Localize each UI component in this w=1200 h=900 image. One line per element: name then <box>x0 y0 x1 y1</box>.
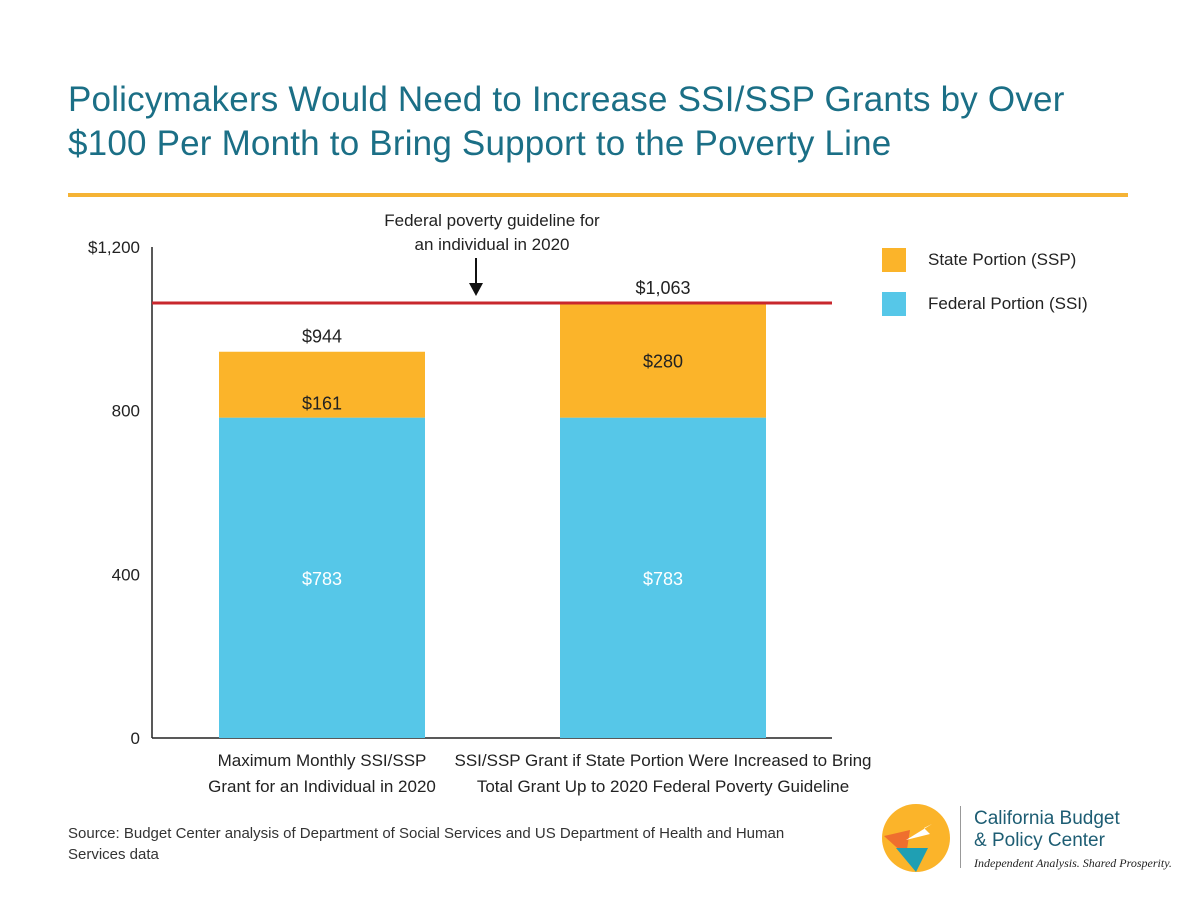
logo-tagline: Independent Analysis. Shared Prosperity. <box>974 856 1172 870</box>
logo-name-line-2: & Policy Center <box>974 830 1105 851</box>
logo-mark-icon <box>882 804 950 872</box>
legend-label-state: State Portion (SSP) <box>928 250 1077 269</box>
chart-title-line-1: Policymakers Would Need to Increase SSI/… <box>68 80 1065 119</box>
organization-logo: California Budget & Policy Center Indepe… <box>876 800 1176 880</box>
bar-total-label: $1,063 <box>635 278 690 298</box>
bar-value-label-state: $161 <box>302 394 342 414</box>
legend-swatch-state <box>882 248 906 272</box>
bar-segment-federal <box>219 417 425 738</box>
bar-value-label-state: $280 <box>643 351 683 371</box>
legend: State Portion (SSP) Federal Portion (SSI… <box>882 238 1088 326</box>
legend-item-state: State Portion (SSP) <box>882 238 1088 282</box>
bar-segment-state <box>560 303 766 418</box>
source-note: Source: Budget Center analysis of Depart… <box>68 825 785 863</box>
poverty-line-annotation: an individual in 2020 <box>414 235 569 254</box>
bar-value-label-federal: $783 <box>302 569 342 589</box>
chart-title-line-2: $100 Per Month to Bring Support to the P… <box>68 124 892 163</box>
y-tick-label: 0 <box>131 729 140 748</box>
logo-divider <box>960 806 961 868</box>
x-category-label: SSI/SSP Grant if State Portion Were Incr… <box>454 751 871 770</box>
y-tick-label: 400 <box>112 565 140 584</box>
bar-segment-state <box>219 351 425 418</box>
chart-title: Policymakers Would Need to Increase SSI/… <box>68 78 1148 166</box>
title-divider <box>68 193 1128 197</box>
legend-label-federal: Federal Portion (SSI) <box>928 294 1088 313</box>
legend-swatch-federal <box>882 292 906 316</box>
legend-item-federal: Federal Portion (SSI) <box>882 282 1088 326</box>
bar-segment-federal <box>560 417 766 738</box>
bar-total-label: $944 <box>302 327 342 347</box>
x-category-label: Maximum Monthly SSI/SSP <box>218 751 427 770</box>
x-category-label: Grant for an Individual in 2020 <box>208 777 436 796</box>
y-tick-label: 800 <box>112 402 140 421</box>
annotation-arrow-head-icon <box>469 283 483 296</box>
logo-name-line-1: California Budget <box>974 808 1120 829</box>
x-category-label: Total Grant Up to 2020 Federal Poverty G… <box>477 777 849 796</box>
bar-value-label-federal: $783 <box>643 569 683 589</box>
y-tick-label: $1,200 <box>88 238 140 257</box>
poverty-line-annotation: Federal poverty guideline for <box>384 211 600 230</box>
